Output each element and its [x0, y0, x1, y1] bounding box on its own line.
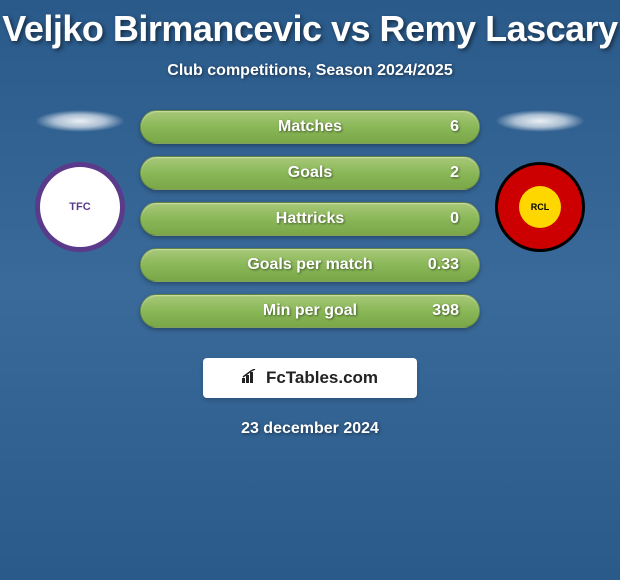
stat-bar-hattricks: Hattricks 0 [140, 202, 480, 236]
stat-bar-matches: Matches 6 [140, 110, 480, 144]
shadow-decoration [35, 110, 125, 132]
chart-icon [242, 369, 260, 388]
stat-value-right: 0 [450, 210, 459, 228]
club-logo-left: TFC [35, 162, 125, 252]
comparison-row: TFC Matches 6 Goals 2 Hattricks 0 Goals … [0, 110, 620, 340]
left-club-column: TFC [30, 110, 130, 252]
stat-bar-goals: Goals 2 [140, 156, 480, 190]
stat-label: Goals per match [247, 256, 372, 274]
stat-bar-min-per-goal: Min per goal 398 [140, 294, 480, 328]
club-logo-right: RCL [495, 162, 585, 252]
stat-bar-goals-per-match: Goals per match 0.33 [140, 248, 480, 282]
brand-badge: FcTables.com [203, 358, 417, 398]
stat-label: Goals [288, 164, 332, 182]
stat-label: Hattricks [276, 210, 344, 228]
page-title: Veljko Birmancevic vs Remy Lascary [0, 0, 620, 50]
stat-value-right: 2 [450, 164, 459, 182]
stat-label: Matches [278, 118, 342, 136]
subtitle: Club competitions, Season 2024/2025 [0, 62, 620, 80]
stat-value-right: 0.33 [428, 256, 459, 274]
right-club-column: RCL [490, 110, 590, 252]
stats-column: Matches 6 Goals 2 Hattricks 0 Goals per … [140, 110, 480, 340]
stat-label: Min per goal [263, 302, 357, 320]
stat-value-right: 6 [450, 118, 459, 136]
stat-value-right: 398 [432, 302, 459, 320]
club-abbr-left: TFC [69, 201, 90, 213]
date-text: 23 december 2024 [0, 420, 620, 438]
club-abbr-right: RCL [519, 186, 561, 228]
shadow-decoration [495, 110, 585, 132]
brand-text: FcTables.com [266, 368, 378, 388]
